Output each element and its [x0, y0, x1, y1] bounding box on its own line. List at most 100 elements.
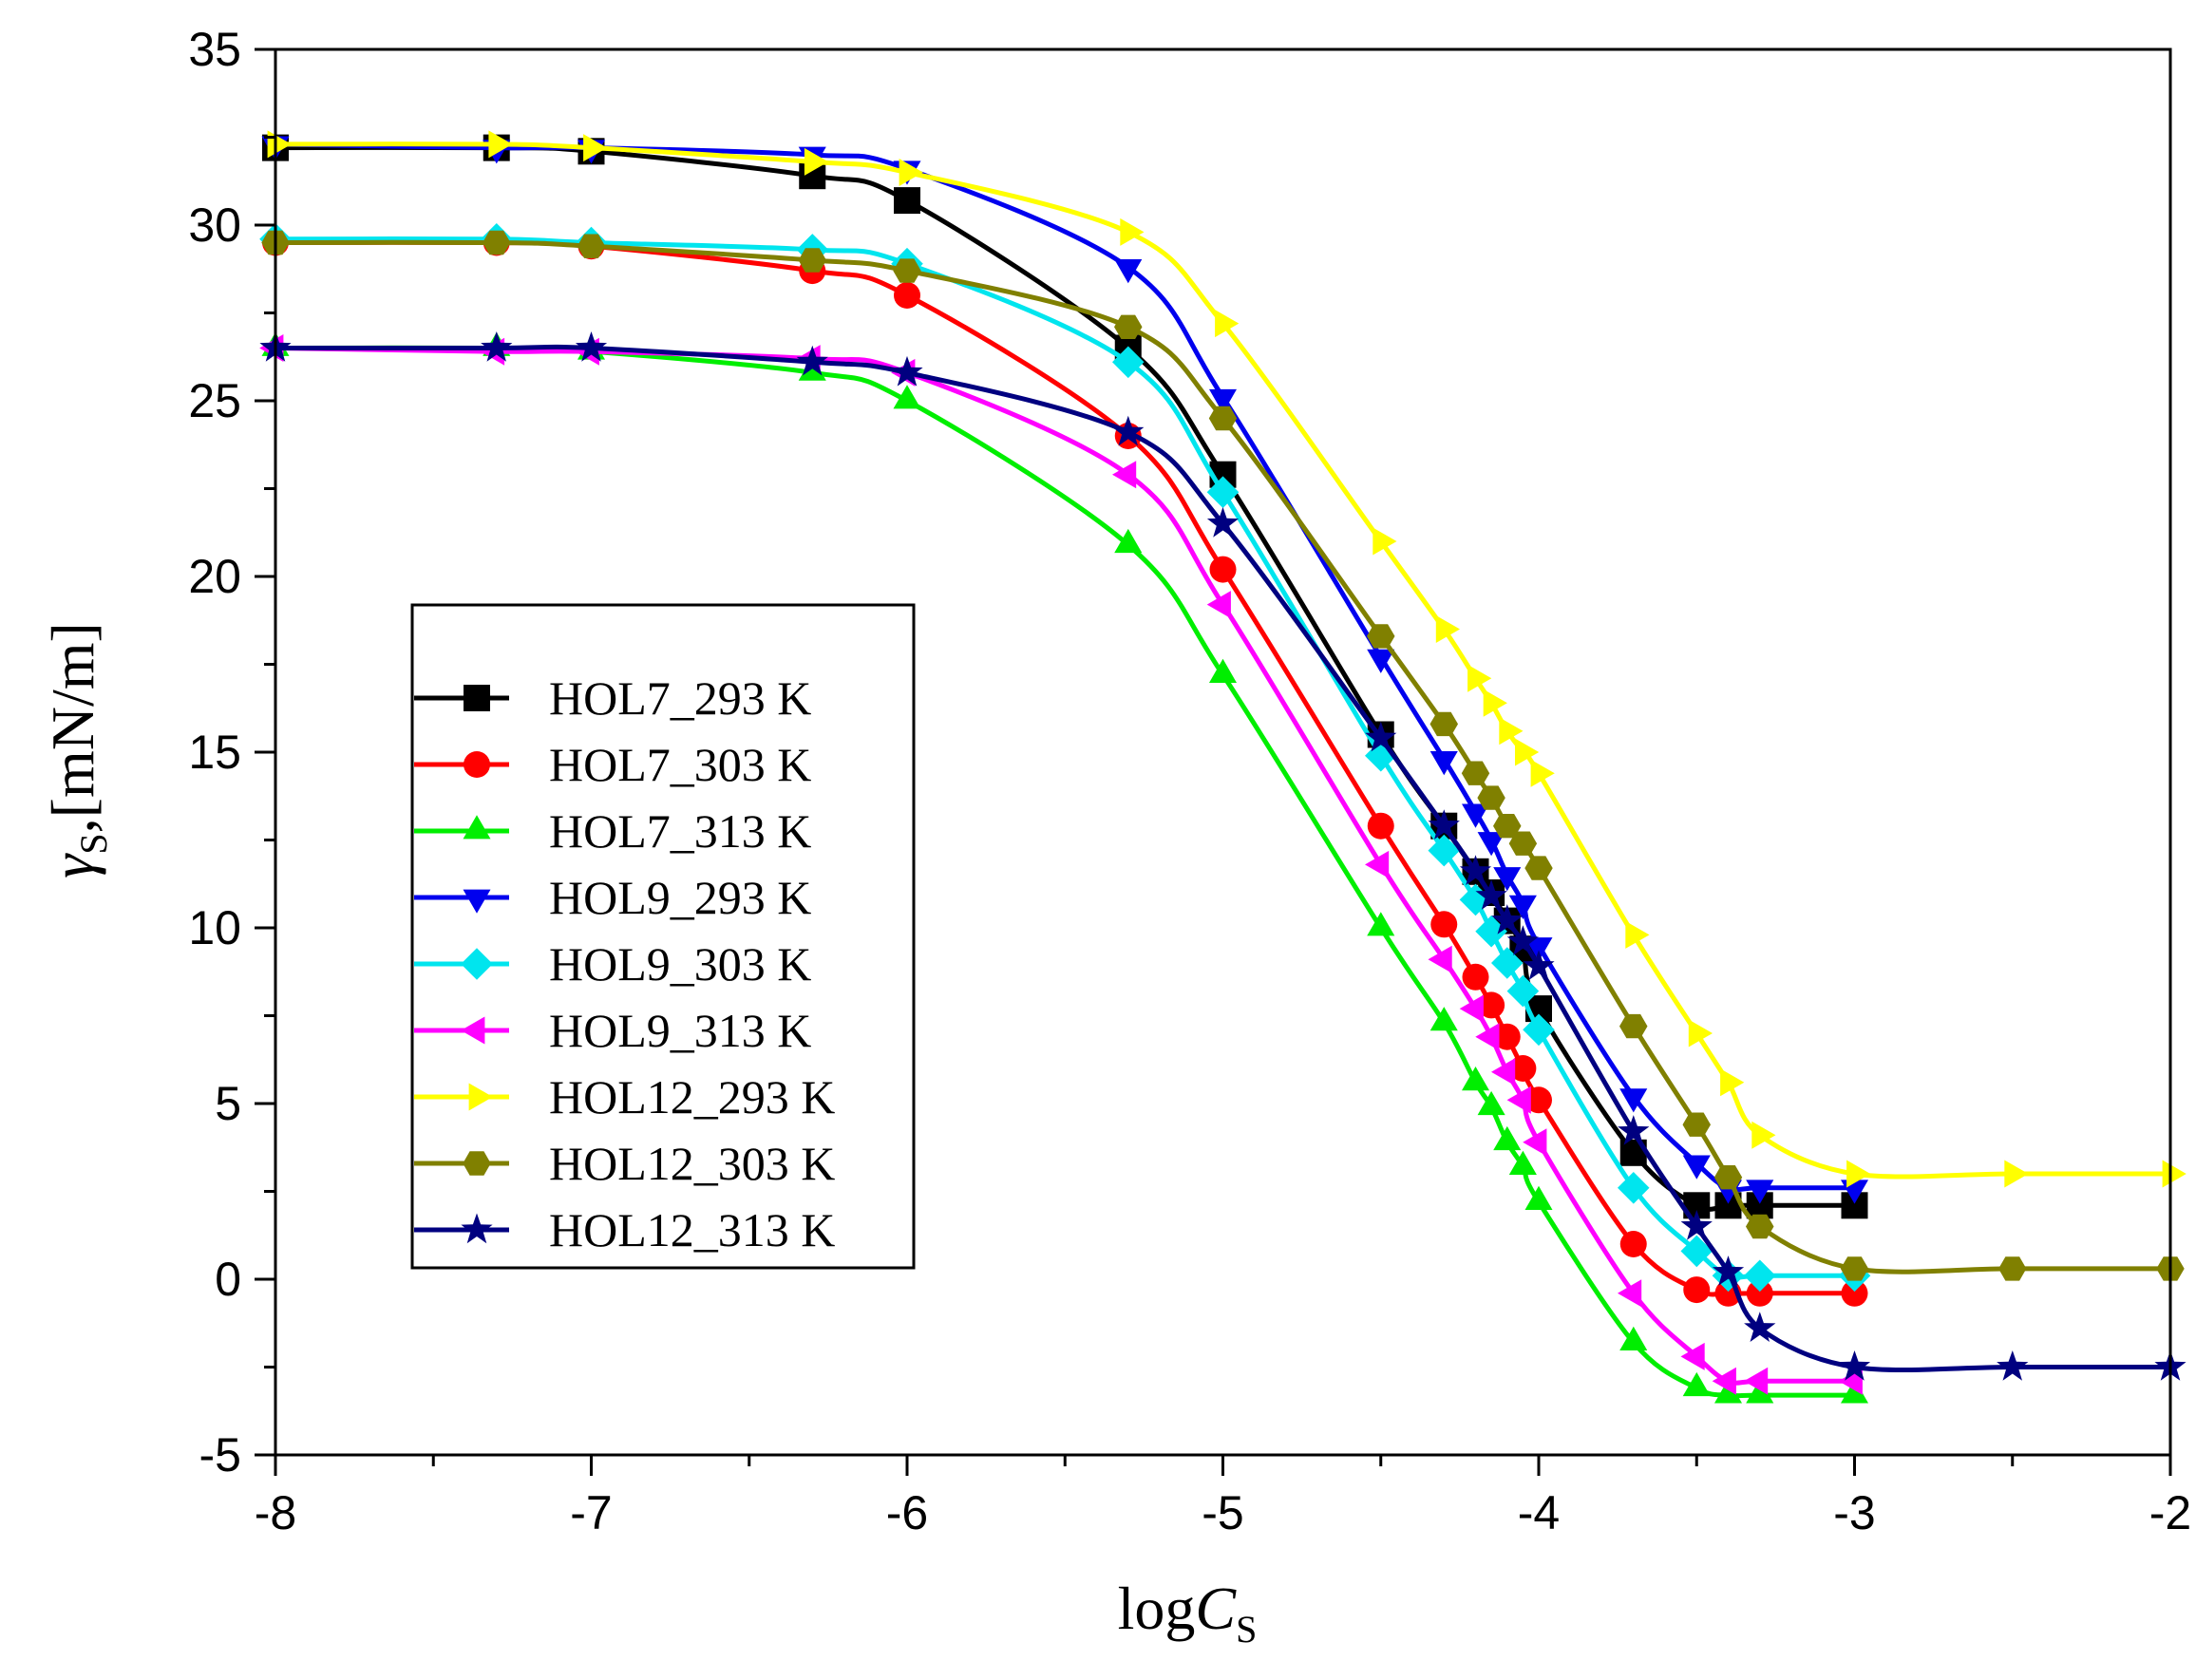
data-point — [1462, 1067, 1489, 1091]
y-tick-label: 0 — [215, 1253, 241, 1306]
series-line — [274, 236, 1855, 1280]
data-point — [1475, 915, 1507, 948]
data-point — [1478, 991, 1505, 1019]
data-point — [1435, 615, 1460, 643]
legend-marker — [463, 815, 491, 840]
data-point — [1114, 314, 1143, 339]
data-point — [1680, 1235, 1713, 1268]
data-point — [1209, 658, 1237, 683]
y-tick-label: -5 — [199, 1428, 241, 1482]
data-point — [1429, 751, 1458, 776]
data-point — [1523, 950, 1555, 980]
data-point — [577, 234, 606, 258]
legend-item: HOL12_303 K — [414, 1137, 835, 1190]
series-7 — [261, 230, 2185, 1281]
legend-item: HOL9_303 K — [414, 937, 811, 991]
data-point — [1508, 831, 1538, 856]
data-point — [583, 134, 608, 162]
data-point — [2162, 1160, 2187, 1188]
legend-label: HOL9_293 K — [549, 871, 811, 924]
legend: HOL7_293 K HOL7_303 K HOL7_313 K HOL9_293 K… — [410, 603, 916, 1270]
data-point — [1618, 1172, 1650, 1204]
data-point — [1206, 507, 1240, 538]
axis-ticks: -8 -7 -6 -5 -4 -3 -2 -5 0 5 10 15 20 25 30 35 — [188, 23, 2191, 1539]
x-tick-label: -6 — [886, 1486, 928, 1539]
data-point — [1493, 867, 1522, 892]
y-tick-label: 15 — [188, 726, 241, 779]
data-point — [1209, 388, 1237, 414]
data-point — [1459, 855, 1492, 885]
data-point — [1120, 217, 1145, 246]
data-point — [1491, 1058, 1516, 1086]
x-tick-label: -3 — [1833, 1486, 1875, 1539]
data-point — [1430, 911, 1458, 938]
legend-label: HOL7_293 K — [549, 671, 811, 725]
data-point — [1428, 834, 1460, 867]
x-tick-label: -2 — [2149, 1486, 2191, 1539]
data-point — [1365, 721, 1397, 752]
data-point — [1713, 1165, 1743, 1190]
data-point — [2004, 1160, 2029, 1188]
data-point — [1618, 1279, 1642, 1308]
legend-marker — [464, 751, 490, 778]
data-point — [1682, 1112, 1711, 1137]
data-point — [1367, 649, 1395, 673]
data-point — [1209, 556, 1237, 583]
data-point — [1515, 738, 1540, 766]
y-tick-label: 25 — [188, 374, 241, 427]
legend-marker — [468, 1083, 493, 1111]
data-point — [1682, 1155, 1711, 1180]
data-point — [1625, 920, 1650, 949]
data-point — [1998, 1256, 2027, 1281]
legend-item: HOL9_293 K — [414, 871, 811, 924]
data-point — [1491, 947, 1524, 979]
data-point — [1680, 1342, 1705, 1370]
data-point — [481, 331, 513, 362]
data-point — [1206, 476, 1240, 508]
legend-label: HOL9_313 K — [549, 1004, 811, 1057]
data-point — [891, 355, 923, 387]
data-point — [1744, 1367, 1769, 1395]
data-point — [1477, 1090, 1505, 1116]
legend-label: HOL12_313 K — [549, 1203, 835, 1256]
y-tick-label: 30 — [188, 198, 241, 252]
data-point — [1506, 974, 1540, 1008]
data-point — [1206, 591, 1231, 619]
series-line — [274, 239, 1855, 1297]
data-point — [1493, 814, 1522, 839]
data-point — [488, 130, 513, 159]
data-point — [1461, 761, 1490, 785]
data-point — [1840, 1256, 1869, 1281]
data-point — [1508, 895, 1537, 919]
data-point — [1372, 527, 1397, 556]
data-point — [1114, 259, 1143, 284]
data-point — [1208, 406, 1238, 431]
data-point — [1523, 1013, 1555, 1047]
data-point — [1509, 1055, 1537, 1082]
data-point — [1215, 310, 1240, 338]
data-point — [1720, 1068, 1745, 1097]
data-point — [893, 258, 921, 283]
data-point — [894, 282, 920, 309]
legend-item: HOL7_313 K — [414, 804, 811, 858]
data-point — [1714, 1379, 1742, 1404]
data-point — [1462, 803, 1489, 828]
data-point — [1459, 994, 1484, 1023]
data-point — [1838, 1350, 1871, 1381]
series-6 — [267, 130, 2187, 1188]
y-axis-title: γS,[mN/m] — [39, 622, 115, 878]
legend-item: HOL7_293 K — [414, 671, 811, 725]
data-point — [1688, 1019, 1713, 1048]
data-point — [1744, 1312, 1776, 1342]
data-point — [1744, 1259, 1776, 1293]
data-point — [1746, 1279, 1773, 1307]
data-point — [893, 385, 921, 409]
data-point — [1524, 937, 1553, 962]
data-point — [575, 331, 608, 362]
series-line — [274, 345, 1855, 1399]
data-point — [798, 248, 826, 273]
data-point — [1508, 1150, 1537, 1175]
data-point — [1429, 711, 1458, 737]
y-tick-label: 35 — [188, 23, 241, 76]
data-point — [1524, 1185, 1553, 1210]
